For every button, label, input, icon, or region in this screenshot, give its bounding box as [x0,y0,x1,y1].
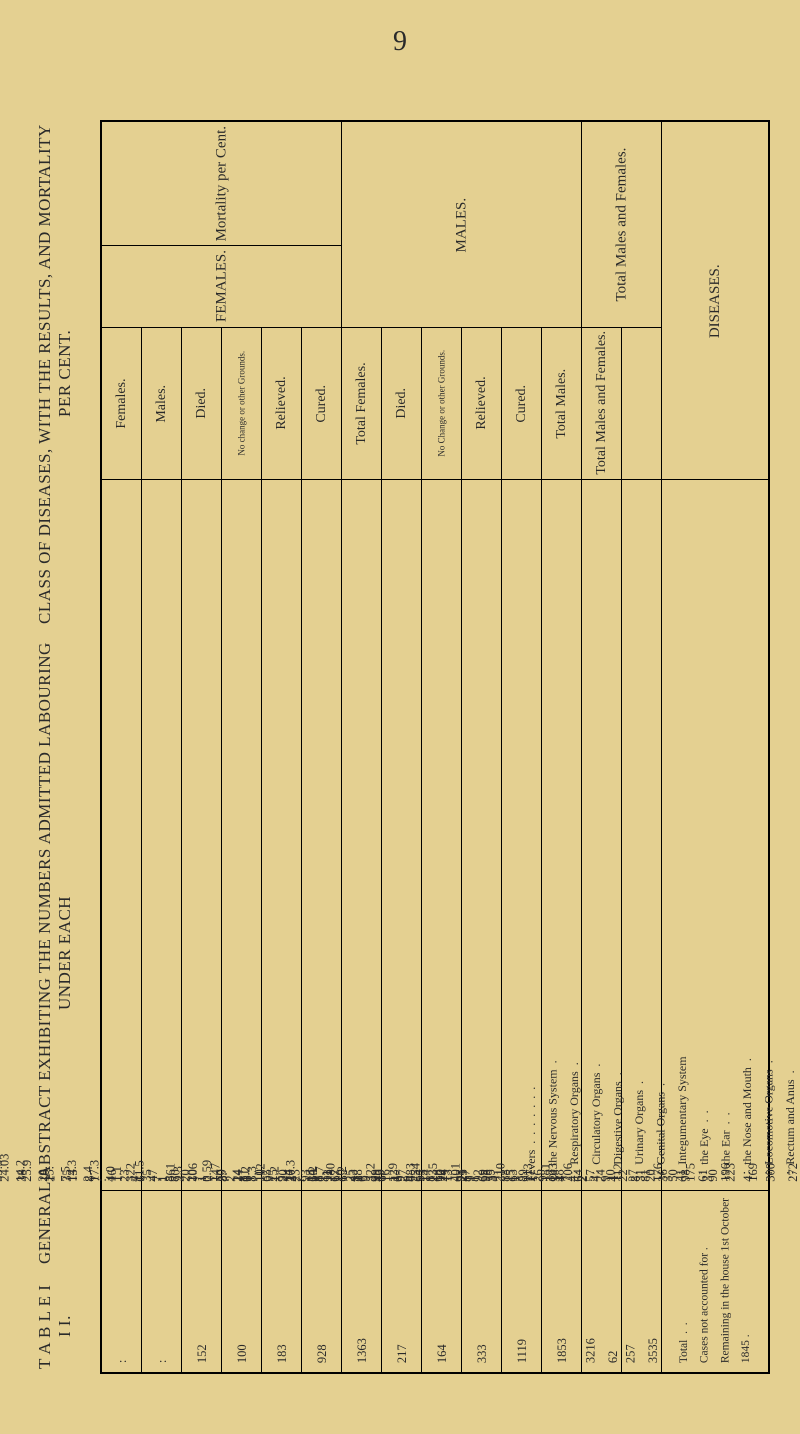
table-label: T A B L E I I I. [35,1279,75,1374]
cell-t-c3: 100 [222,1190,262,1372]
group-mortality: Mortality per Cent. [102,122,342,246]
cell-r0-c5: 322 47 70 7 70 8 52 74 13 : 3 40 9 15 79… [302,480,342,1191]
cell-r0-c1: 13.12 24.03 25.9 25. 14.3 17.3 1.1 11.5 … [142,480,182,1191]
cell-r0-c2: 38 18 35 8 16 4 7 2 1 : 6 . 2 1 . 8 6 [182,480,222,1191]
col-m-relieved: Relieved. [462,327,502,480]
col-f-cured: Cured. [302,327,342,480]
cell-r0-c10: 280 43 99 5 55 24 57 78 15 1 3 64 24 22 … [502,480,542,1191]
cell-r0-c9: 2 30 67 38 19 27 14 13 9 3 : 26 4 2 9 . … [462,480,502,1191]
cell-t-c7: 217 [382,1190,422,1372]
diseases-heading: DISEASES. [662,122,769,480]
col-m-cured: Cured. [502,327,542,480]
cell-r0-c8: 1 25 23 8 10 6 16 9 8 . 1 21 3 9 7 . 10 … [422,480,462,1191]
totals-label: Total . . Cases not accounted for . Rema… [662,1190,769,1372]
disease-list: Fevers . . . . . . . Of the Nervous Syst… [662,480,769,1191]
col-f-nochange: No change or other Grounds. [222,327,262,480]
cell-t-c1: : [142,1190,182,1372]
cell-t-c11: 1853 [542,1190,582,1372]
group-males: MALES. [342,122,582,328]
col-m-total: Total Males. [542,327,582,480]
col-f-total: Total Females. [342,327,382,480]
col-females-pct: Females. [102,327,142,480]
cell-t-c2: 152 [182,1190,222,1372]
cell-t-c8: 164 [422,1190,462,1372]
cell-t-c12: 3216 62 [582,1190,622,1372]
col-grand-total: Total Males and Females. [582,327,622,480]
col-males-pct: Males. [142,327,182,480]
side-title-block: T A B L E I I I. GENERAL ABSTRACT EXHIBI… [20,120,90,1374]
group-females: FEMALES. [102,246,342,327]
cell-r0-c4: : 23 35 8 20 7 14 10 9 : 11 . 2 13 . 10 … [262,480,302,1191]
cell-t-c10: 1119 [502,1190,542,1372]
cell-t-c5: 928 [302,1190,342,1372]
col-f-died: Died. [182,327,222,480]
cell-t-c0: : [102,1190,142,1372]
cell-t-c6: 1363 [342,1190,382,1372]
data-table: Mortality per Cent. MALES. Total Males a… [100,120,770,1374]
cell-r0-c7: 39 31 65 17 14 12 1 13 : : 1 . 3 1 . 18 … [382,480,422,1191]
page-number: 9 [0,26,800,58]
col-m-nochange: No Change or other Grounds. [422,327,462,480]
cell-t-c4: 183 [262,1190,302,1372]
cell-r0-c0: 11.5 16.9 23.9 33.3 14.2 20. 7.5 2.4 4.0… [102,480,142,1191]
col-grand-total2 [622,327,662,480]
cell-r0-c6: 361 106 147 24 112 20 93 93 25 : 4 64 10… [342,480,382,1191]
col-m-died: Died. [382,327,422,480]
cell-t-c9: 333 [462,1190,502,1372]
table-subtitle: CLASS OF DISEASES, WITH THE RESULTS, AND… [35,120,75,627]
cell-r0-c3: 1 13 7 1 6 1 20 7 2 . 1 7 1 6 5 . 4 13 [222,480,262,1191]
group-totals: Total Males and Females. [582,122,662,328]
col-f-relieved: Relieved. [262,327,302,480]
cell-t-c13: 257 3535 [622,1190,662,1372]
